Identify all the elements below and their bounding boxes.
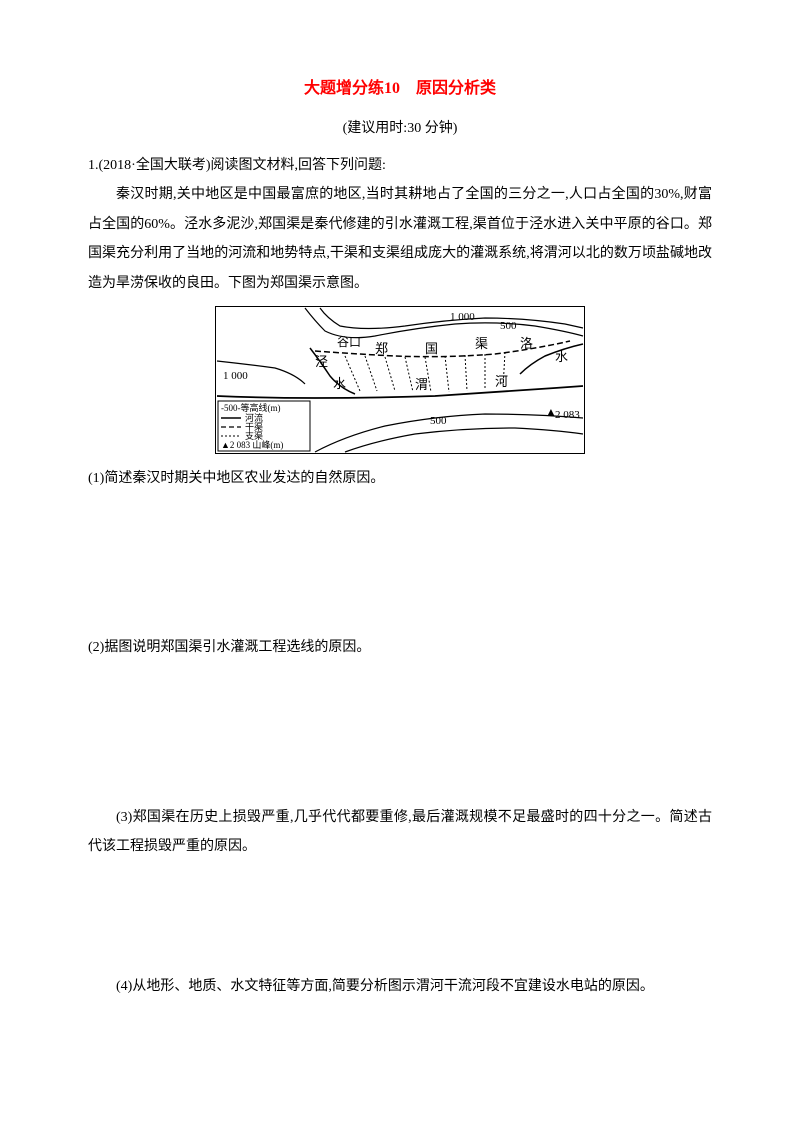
- svg-text:河: 河: [495, 374, 508, 389]
- svg-text:水: 水: [333, 376, 346, 391]
- question-1-sub4: (4)从地形、地质、水文特征等方面,简要分析图示渭河干流河段不宜建设水电站的原因…: [88, 972, 712, 1001]
- map-figure: 1 000 500 谷口 郑 国 渠 洛 水 泾 水 1 000 渭 河 500…: [215, 306, 585, 454]
- question-1-intro: 1.(2018·全国大联考)阅读图文材料,回答下列问题:: [88, 151, 712, 180]
- svg-text:渭: 渭: [415, 377, 428, 392]
- svg-text:洛: 洛: [520, 336, 533, 351]
- answer-space-3: [88, 862, 712, 972]
- question-1-body: 秦汉时期,关中地区是中国最富庶的地区,当时其耕地占了全国的三分之一,人口占全国的…: [88, 180, 712, 298]
- question-1-sub1: (1)简述秦汉时期关中地区农业发达的自然原因。: [88, 464, 712, 493]
- svg-text:1 000: 1 000: [223, 370, 248, 382]
- svg-text:1 000: 1 000: [450, 311, 475, 323]
- svg-text:▲2 083 山峰(m): ▲2 083 山峰(m): [221, 440, 283, 450]
- answer-space-1: [88, 493, 712, 633]
- svg-text:郑: 郑: [375, 341, 388, 356]
- svg-text:500: 500: [500, 320, 517, 332]
- svg-text:2 083: 2 083: [555, 409, 580, 421]
- svg-text:泾: 泾: [315, 354, 328, 369]
- svg-text:500: 500: [430, 415, 447, 427]
- time-suggestion: (建议用时:30 分钟): [88, 114, 712, 143]
- question-1-sub3: (3)郑国渠在历史上损毁严重,几乎代代都要重修,最后灌溉规模不足最盛时的四十分之…: [88, 803, 712, 862]
- svg-text:渠: 渠: [475, 336, 488, 351]
- question-1-sub2: (2)据图说明郑国渠引水灌溉工程选线的原因。: [88, 633, 712, 662]
- page-title: 大题增分练10 原因分析类: [88, 72, 712, 106]
- svg-text:谷口: 谷口: [337, 335, 361, 349]
- svg-text:国: 国: [425, 341, 438, 356]
- svg-text:水: 水: [555, 349, 568, 364]
- answer-space-2: [88, 663, 712, 803]
- svg-text:-500-等高线(m): -500-等高线(m): [221, 402, 281, 413]
